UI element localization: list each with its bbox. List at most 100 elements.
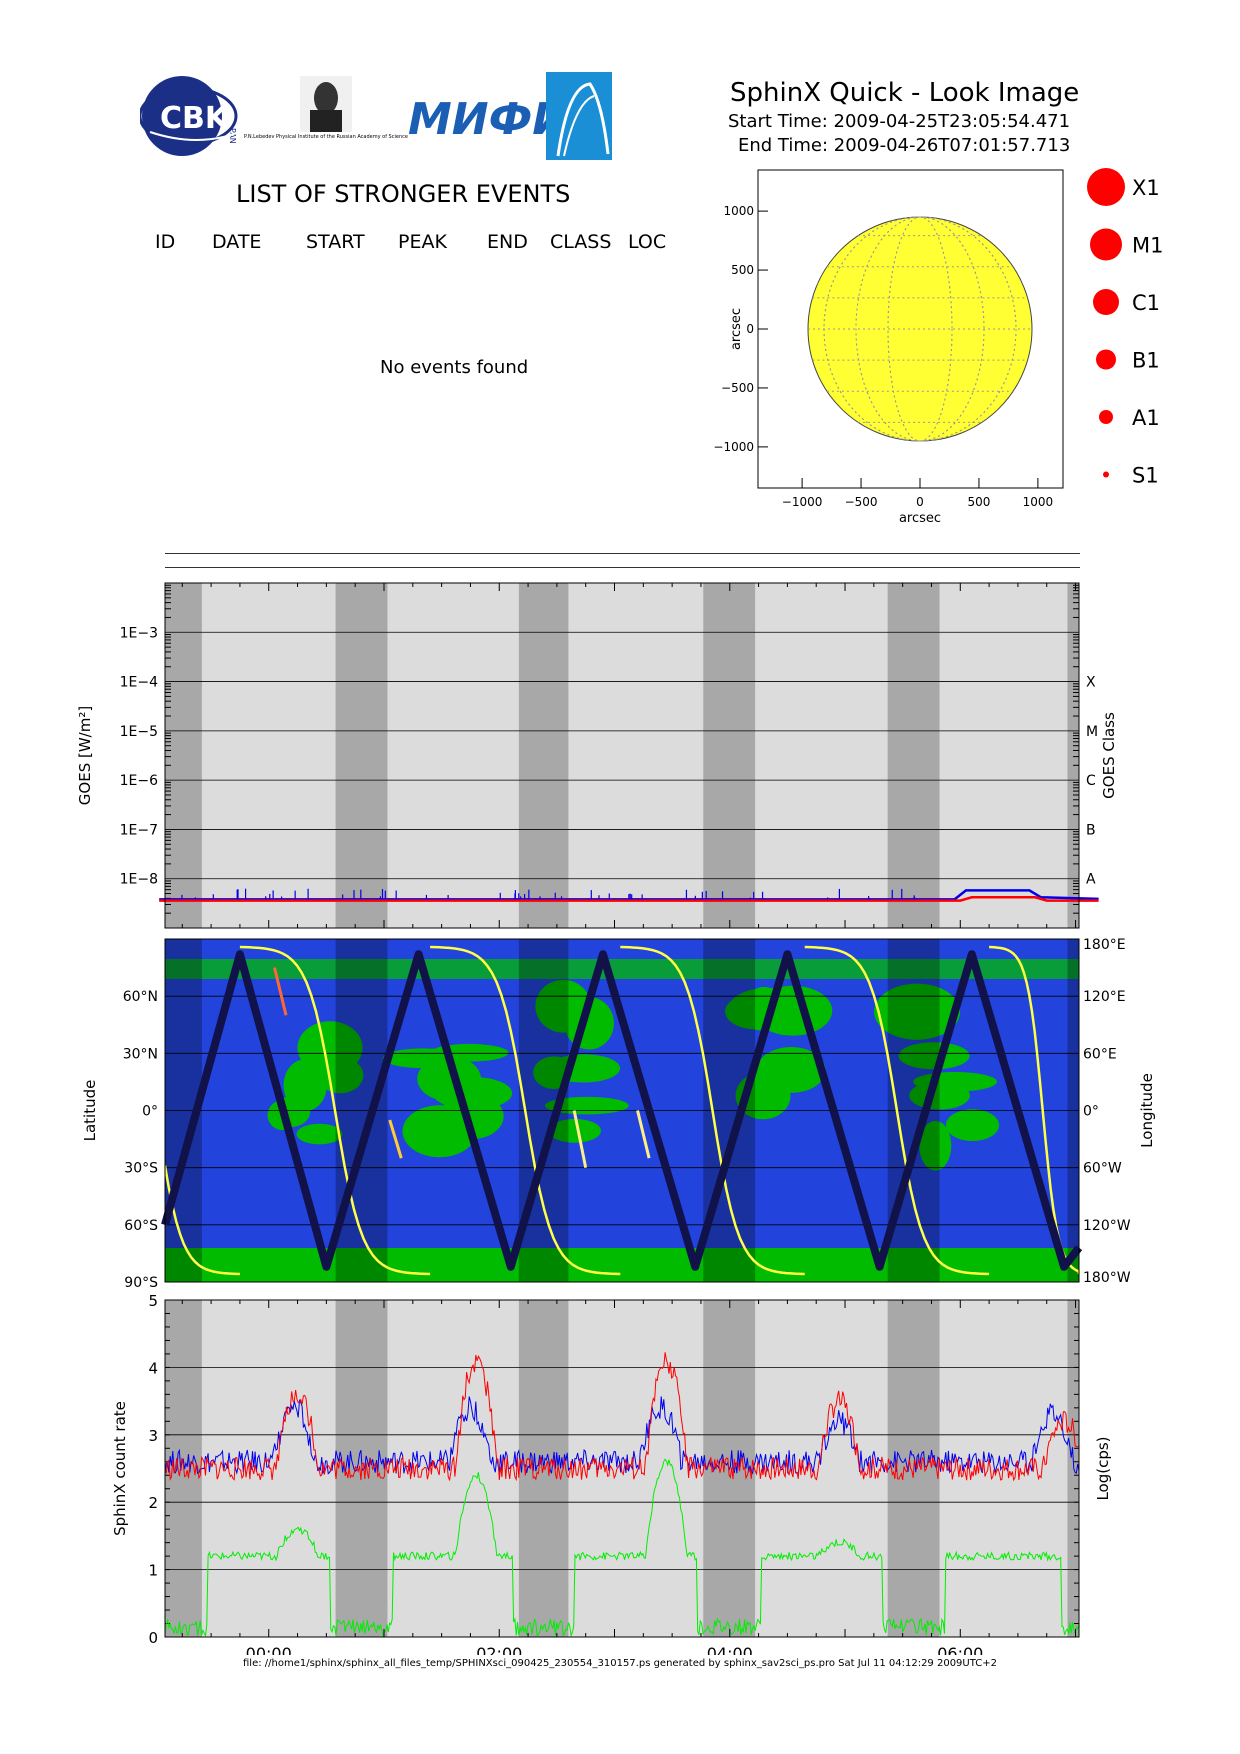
panel-frame <box>164 582 1080 929</box>
goes-y-tick-label: 1E−4 <box>120 675 158 691</box>
longitude-track <box>430 945 621 1276</box>
particle-flux-highlight <box>636 1110 651 1159</box>
sphinx-y-tick-label: 1 <box>148 1562 158 1580</box>
goes-y-tick-label: 1E−3 <box>120 625 158 641</box>
longitude-track <box>989 945 1081 1274</box>
sun-x-tick-label: 500 <box>967 495 990 509</box>
flare-class-marker <box>1090 228 1122 261</box>
night-band <box>335 583 388 928</box>
continent-land <box>898 1042 970 1070</box>
cbk-logo: CBK PAN <box>140 76 261 156</box>
arc-logo <box>546 72 612 160</box>
latitude-tick-label: 0° <box>142 1104 158 1120</box>
latitude-tick-label: 30°S <box>124 1161 158 1177</box>
separator-line <box>165 567 1080 568</box>
mifi-logo: МИФИ <box>408 94 569 145</box>
sphinx-y-tick-label: 2 <box>148 1494 158 1512</box>
col-header-class: CLASS <box>550 231 612 253</box>
latitude-tick-label: 30°N <box>123 1046 158 1062</box>
sun-map-ylabel: arcsec <box>729 308 744 350</box>
sun-x-tick-label: −1000 <box>782 495 823 509</box>
col-header-date: DATE <box>212 231 262 253</box>
continent-land <box>296 1123 343 1145</box>
sphinx-y-tick-label: 4 <box>148 1359 158 1377</box>
col-header-id: ID <box>155 231 176 253</box>
lebedev-logo: P.N.Lebedev Physical Institute of the Ru… <box>244 76 408 140</box>
col-header-loc: LOC <box>628 231 667 253</box>
latitude-tick-label: 60°N <box>123 989 158 1005</box>
sun-map-xlabel: arcsec <box>899 511 941 526</box>
sun-y-tick-label: −500 <box>721 381 754 395</box>
night-band <box>1067 1300 1079 1637</box>
arctic-land <box>165 959 1079 979</box>
night-band <box>887 583 940 928</box>
flare-class-label: M1 <box>1132 234 1163 258</box>
continent-land <box>548 1118 602 1143</box>
panel-frame <box>164 1299 1080 1638</box>
antarctica-land <box>165 1248 1079 1282</box>
end-time: End Time: 2009-04-26T07:01:57.713 <box>738 135 1071 156</box>
longitude-tick-label: 180°E <box>1083 937 1126 953</box>
night-band <box>1067 583 1079 928</box>
longitude-tick-label: 60°E <box>1083 1046 1117 1062</box>
sun-x-tick-label: −500 <box>845 495 878 509</box>
flare-class-label: C1 <box>1132 291 1160 315</box>
longitude-tick-label: 120°E <box>1083 989 1126 1005</box>
day-background <box>165 1300 1079 1637</box>
page-title: SphinX Quick - Look Image <box>730 78 1080 108</box>
sphinx-y-tick-label: 0 <box>148 1629 158 1647</box>
longitude-track <box>163 1165 240 1276</box>
sun-x-tick-label: 1000 <box>1023 495 1054 509</box>
flare-class-marker <box>1087 168 1125 206</box>
continent-land <box>874 983 961 1040</box>
goes-y-tick-label: 1E−8 <box>120 872 158 888</box>
sphinx-series-green <box>164 1458 1080 1638</box>
sun-y-tick-label: 0 <box>746 322 754 336</box>
time-tick-label: 06:00 <box>937 1644 983 1655</box>
mifi-logo-text: МИФИ <box>408 94 569 145</box>
sphinx-y-tick-label: 3 <box>148 1427 158 1445</box>
particle-flux-highlight <box>572 1110 588 1168</box>
cbk-logo-text: CBK <box>160 101 230 136</box>
goes-y-tick-label: 1E−6 <box>120 773 158 789</box>
logo-row: CBK PAN P.N.Lebedev Physical Institute o… <box>140 72 612 160</box>
goes-class-label: C <box>1086 773 1096 789</box>
y-axis-label: SphinX count rate <box>111 1401 129 1536</box>
panel-frame <box>164 938 1080 1283</box>
latitude-tick-label: 90°S <box>124 1275 158 1291</box>
flare-class-label: S1 <box>1132 464 1159 488</box>
continent-land <box>544 1096 629 1115</box>
goes-series-red <box>159 896 1099 902</box>
latitude-tick-label: 60°S <box>124 1218 158 1234</box>
flare-class-label: A1 <box>1132 406 1160 430</box>
goes-y2-label: GOES Class <box>1100 712 1118 799</box>
col-header-peak: PEAK <box>398 231 447 253</box>
longitude-tick-label: 60°W <box>1083 1161 1122 1177</box>
time-tick-label: 02:00 <box>476 1644 522 1655</box>
sun-map: −1000 −500 0 500 1000 1000 500 0 −500 −1000 arcse… <box>713 168 1163 526</box>
time-tick-label: 04:00 <box>707 1644 753 1655</box>
sphinx-y-tick-label: 5 <box>148 1292 158 1310</box>
continent-land <box>283 1059 327 1112</box>
longitude-track <box>620 945 805 1276</box>
continent-land <box>919 1120 952 1171</box>
y-axis-label: Latitude <box>81 1080 99 1142</box>
sun-y-tick-label: −1000 <box>713 440 754 454</box>
latitude-track <box>161 950 1083 1271</box>
events-title: LIST OF STRONGER EVENTS <box>236 180 571 208</box>
flare-class-label: X1 <box>1132 176 1160 200</box>
separator-line <box>165 553 1080 554</box>
no-events-message: No events found <box>380 357 529 378</box>
continent-land <box>535 979 591 1033</box>
longitude-track <box>239 945 431 1276</box>
sun-x-tick-label: 0 <box>916 495 924 509</box>
col-header-end: END <box>487 231 528 253</box>
continent-land <box>402 1105 477 1158</box>
goes-y-tick-label: 1E−5 <box>120 724 158 740</box>
longitude-tick-label: 0° <box>1083 1104 1099 1120</box>
longitude-tick-label: 120°W <box>1083 1218 1131 1234</box>
y-axis-label: GOES [W/m²] <box>76 706 94 805</box>
particle-flux-highlight <box>273 967 288 1016</box>
longitude-track <box>804 945 990 1276</box>
footer-text: file: //home1/sphinx/sphinx_all_files_te… <box>243 1658 997 1669</box>
